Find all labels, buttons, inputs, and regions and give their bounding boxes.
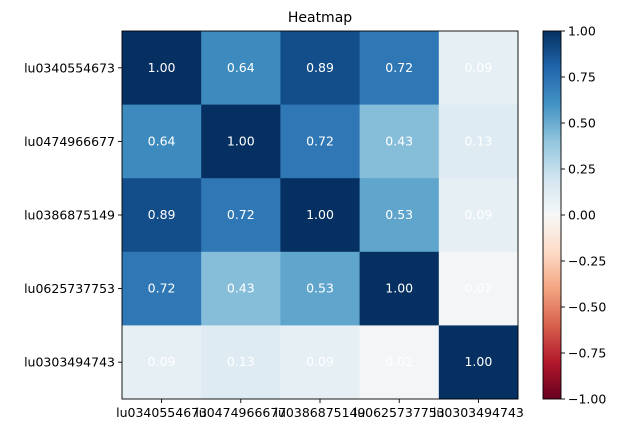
cell-value-label: 1.00 — [464, 354, 492, 369]
heatmap-cells — [122, 31, 519, 400]
heatmap-cell — [122, 104, 202, 179]
heatmap-cell — [280, 104, 361, 179]
row-tick-label: lu0474966677 — [24, 134, 115, 149]
row-tick-label: lu0303494743 — [24, 355, 115, 370]
colorbar-tick-label: −1.00 — [568, 392, 606, 407]
cell-value-label: 0.72 — [227, 207, 255, 222]
colorbar: 1.00 0.75 0.50 0.25 0.00 −0.25 −0.50 −0.75 −1.00 — [542, 24, 606, 407]
cell-value-label: 0.13 — [464, 133, 492, 148]
heatmap-cell — [122, 251, 202, 326]
colorbar-tick-label: 0.00 — [568, 208, 596, 223]
heatmap-cell — [201, 251, 281, 326]
cell-value-label: 0.72 — [306, 133, 334, 148]
heatmap-cell — [438, 178, 519, 253]
cell-value-label: 0.09 — [148, 354, 176, 369]
heatmap-cell — [122, 325, 202, 400]
cell-value-label: 0.13 — [227, 354, 255, 369]
heatmap-cell — [359, 104, 440, 179]
cell-value-label: 0.72 — [385, 60, 413, 75]
col-tick-label: lu0340554673 — [116, 405, 207, 420]
heatmap-cell — [201, 325, 281, 400]
colorbar-tick-label: 1.00 — [568, 24, 596, 39]
cell-value-label: 0.64 — [227, 60, 255, 75]
heatmap-cell — [122, 31, 202, 106]
row-tick-label: lu0625737753 — [24, 281, 115, 296]
cell-value-label: 0.53 — [385, 207, 413, 222]
colorbar-tick-label: 0.75 — [568, 70, 596, 85]
heatmap-cell — [438, 31, 519, 106]
col-tick-labels: lu0340554673lu0474966677lu0386875149lu06… — [116, 399, 524, 420]
cell-value-label: 0.43 — [227, 281, 255, 296]
cell-value-label: 0.09 — [464, 60, 492, 75]
colorbar-tick-label: −0.50 — [568, 300, 606, 315]
colorbar-tick-label: 0.25 — [568, 162, 596, 177]
heatmap-cell — [280, 178, 361, 253]
heatmap-cell — [122, 178, 202, 253]
heatmap-cell — [359, 251, 440, 326]
cell-value-label: 0.02 — [464, 281, 492, 296]
heatmap-cell — [201, 104, 281, 179]
row-tick-labels: lu0340554673 lu0474966677 lu0386875149 lu06… — [24, 60, 122, 370]
heatmap-cell — [359, 178, 440, 253]
col-tick-label: lu0386875149 — [275, 405, 366, 420]
heatmap-cell — [359, 31, 440, 106]
cell-value-label: 0.09 — [464, 207, 492, 222]
cell-value-label: 1.00 — [385, 281, 413, 296]
heatmap-cell — [201, 178, 281, 253]
colorbar-gradient — [542, 30, 562, 400]
cell-value-label: 1.00 — [227, 133, 255, 148]
cell-value-label: 0.02 — [385, 354, 413, 369]
colorbar-ticks: 1.00 0.75 0.50 0.25 0.00 −0.25 −0.50 −0.75 −1.00 — [561, 24, 606, 407]
cell-value-label: 0.43 — [385, 133, 413, 148]
chart-title: Heatmap — [288, 10, 352, 26]
heatmap-cell — [280, 325, 361, 400]
heatmap-cell — [280, 31, 361, 106]
cell-value-label: 0.53 — [306, 281, 334, 296]
cell-value-label: 0.64 — [148, 133, 176, 148]
heatmap-cell — [438, 325, 519, 400]
cell-value-label: 1.00 — [148, 60, 176, 75]
colorbar-tick-label: −0.25 — [568, 254, 606, 269]
heatmap-cell — [280, 251, 361, 326]
cell-value-label: 1.00 — [306, 207, 334, 222]
col-tick-label: lu0303494743 — [433, 405, 524, 420]
heatmap-cell — [359, 325, 440, 400]
colorbar-tick-label: −0.75 — [568, 346, 606, 361]
heatmap-cell — [438, 104, 519, 179]
row-tick-label: lu0386875149 — [24, 208, 115, 223]
heatmap-cell — [201, 31, 281, 106]
cell-value-labels: 1.00 0.64 0.89 0.72 0.09 0.64 1.00 0.72 0.43 0.13… — [148, 60, 493, 369]
col-tick-label: lu0625737753 — [354, 405, 445, 420]
colorbar-tick-label: 0.50 — [568, 116, 596, 131]
heatmap-cell — [438, 251, 519, 326]
col-tick-label: lu0474966677 — [195, 405, 286, 420]
cell-value-label: 0.89 — [306, 60, 334, 75]
cell-value-label: 0.89 — [148, 207, 176, 222]
row-tick-label: lu0340554673 — [24, 60, 115, 75]
cell-value-label: 0.72 — [148, 281, 176, 296]
cell-value-label: 0.09 — [306, 354, 334, 369]
